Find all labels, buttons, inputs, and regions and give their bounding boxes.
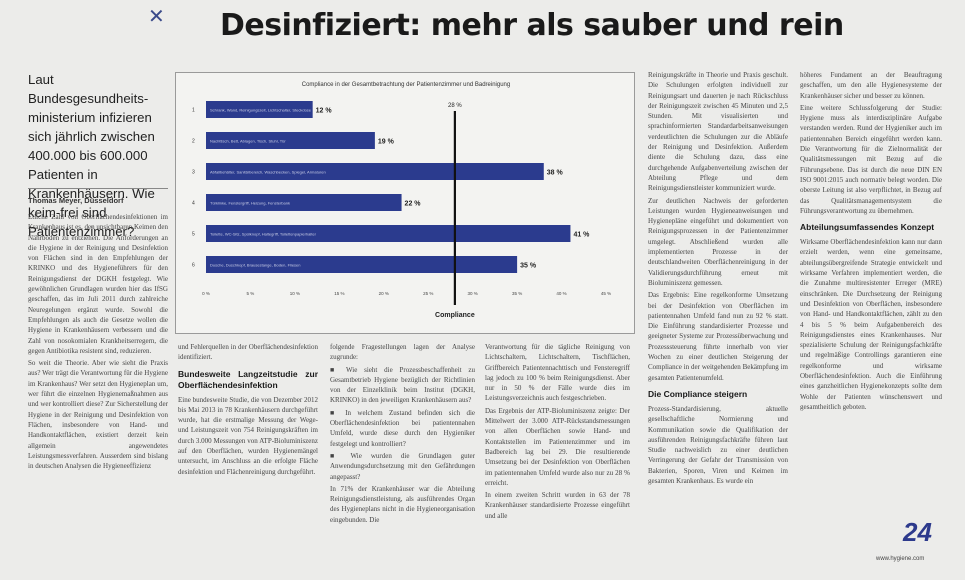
paragraph: höheres Fundament an der Beauftragung ge…: [800, 71, 942, 100]
chart-bar: [206, 256, 518, 273]
subheading: Abteilungsumfassendes Konzept: [800, 222, 935, 233]
paragraph: Das Ergebnis: Eine regelkonforme Umsetzu…: [648, 291, 788, 382]
column-1: Etliche Zahl von Oberflächendesinfektion…: [28, 212, 168, 574]
subheading: Die Compliance steigern: [648, 388, 748, 399]
paragraph: Etliche Zahl von Oberflächendesinfektion…: [28, 213, 168, 355]
paragraph: ■ Wie sieht die Prozessbeschaffenheit zu…: [330, 365, 475, 405]
bar-category-text: Dusche, Duschkopf, Brausestange, Boden, …: [210, 263, 301, 268]
category-label: 6: [192, 263, 195, 269]
bar-value-label: 19 %: [378, 139, 395, 146]
paragraph: Wirksame Oberflächendesinfektion kann nu…: [800, 238, 942, 411]
paragraph: folgende Fragestellungen lagen der Analy…: [330, 343, 475, 362]
website-url: www.hygiene.com: [876, 556, 925, 562]
chart-bar: [206, 225, 571, 242]
column-5: Reinigungskräfte in Theorie und Praxis g…: [648, 70, 788, 574]
category-label: 1: [192, 108, 195, 114]
x-tick-label: 35 %: [512, 291, 522, 296]
bar-value-label: 35 %: [520, 263, 537, 270]
chart-title: Compliance in der Gesamtbetrachtung der …: [302, 82, 510, 88]
x-tick-label: 0 %: [202, 291, 210, 296]
bar-category-text: Nachttisch, Bett, Ablagen, Tisch, Stuhl,…: [210, 139, 286, 144]
author-line: Thomas Meyer, Düsseldorf: [28, 196, 124, 205]
author-rule: [28, 188, 168, 189]
compliance-chart: Compliance in der Gesamtbetrachtung der …: [175, 72, 635, 334]
x-tick-label: 5 %: [247, 291, 255, 296]
bar-value-label: 38 %: [547, 170, 564, 177]
column-4: Verantwortung für die tägliche Reinigung…: [485, 342, 630, 574]
paragraph: Verantwortung für die tägliche Reinigung…: [485, 343, 630, 403]
column-2: und Fehlerquellen in der Oberflächendesi…: [178, 342, 318, 574]
x-tick-label: 45 %: [601, 291, 611, 296]
bar-value-label: 41 %: [573, 232, 590, 239]
lead-text: Laut Bundesgesundheits-ministerium infiz…: [28, 72, 155, 239]
paragraph: Reinigungskräfte in Theorie und Praxis g…: [648, 71, 788, 193]
paragraph: Das Ergebnis der ATP-Bioluminiszenz zeig…: [485, 406, 630, 487]
bar-category-text: Schrank, Wand, Reinigungszeit, Lichtscha…: [210, 108, 312, 113]
bar-category-text: Toilette, WC-Sitz, Spülknopf, Haltegriff…: [210, 232, 317, 237]
bar-value-label: 22 %: [405, 201, 422, 208]
column-6: höheres Fundament an der Beauftragung ge…: [800, 70, 942, 510]
paragraph: So weit die Theorie. Aber wie sieht die …: [28, 359, 168, 471]
bar-value-label: 12 %: [316, 108, 333, 115]
chart-bar: [206, 163, 544, 180]
x-tick-label: 30 %: [468, 291, 478, 296]
x-tick-label: 20 %: [379, 291, 389, 296]
paragraph: und Fehlerquellen in der Oberflächendesi…: [178, 343, 318, 362]
paragraph: Eine weitere Schlussfolgerung der Studie…: [800, 103, 942, 215]
paragraph: ■ In welchem Zustand befinden sich die O…: [330, 408, 475, 448]
category-label: 2: [192, 139, 195, 145]
x-tick-label: 40 %: [556, 291, 566, 296]
column-3: folgende Fragestellungen lagen der Analy…: [330, 342, 475, 574]
paragraph: ■ Wie wurden die Grundlagen guter Anwend…: [330, 451, 475, 481]
chart-svg: Compliance in der Gesamtbetrachtung der …: [192, 82, 611, 319]
paragraph: Zur deutlichen Nachweis der geforderten …: [648, 196, 788, 287]
category-label: 4: [192, 201, 195, 207]
chart-bar: [206, 132, 375, 149]
bar-category-text: Türklinke, Fenstergriff, Heizung, Fenste…: [210, 201, 290, 206]
category-label: 3: [192, 170, 195, 176]
x-axis-label: Compliance: [435, 312, 475, 319]
reference-label: 28 %: [448, 103, 462, 109]
x-tick-label: 25 %: [423, 291, 433, 296]
paragraph: Eine bundesweite Studie, die von Dezembe…: [178, 395, 318, 476]
paragraph: In 71% der Krankenhäuser war die Abteilu…: [330, 484, 475, 524]
category-label: 5: [192, 232, 195, 238]
headline: Desinfiziert: mehr als sauber und rein: [220, 8, 844, 43]
x-tick-label: 10 %: [290, 291, 300, 296]
chart-bar: [206, 101, 313, 118]
x-tick-label: 15 %: [334, 291, 344, 296]
paragraph: In einem zweiten Schritt wurden in 63 de…: [485, 491, 630, 520]
bar-category-text: Abfallbehälter, Sanitärbereich, Waschbec…: [210, 170, 326, 175]
paragraph: Prozess-Standardisierung, aktuelle gesel…: [648, 404, 788, 485]
pen-mark-icon: ✕: [148, 4, 165, 28]
subheading: Bundesweite Langzeitstudie zur Oberfläch…: [178, 368, 318, 390]
page-number: 24: [903, 517, 932, 547]
chart-bar: [206, 194, 402, 211]
